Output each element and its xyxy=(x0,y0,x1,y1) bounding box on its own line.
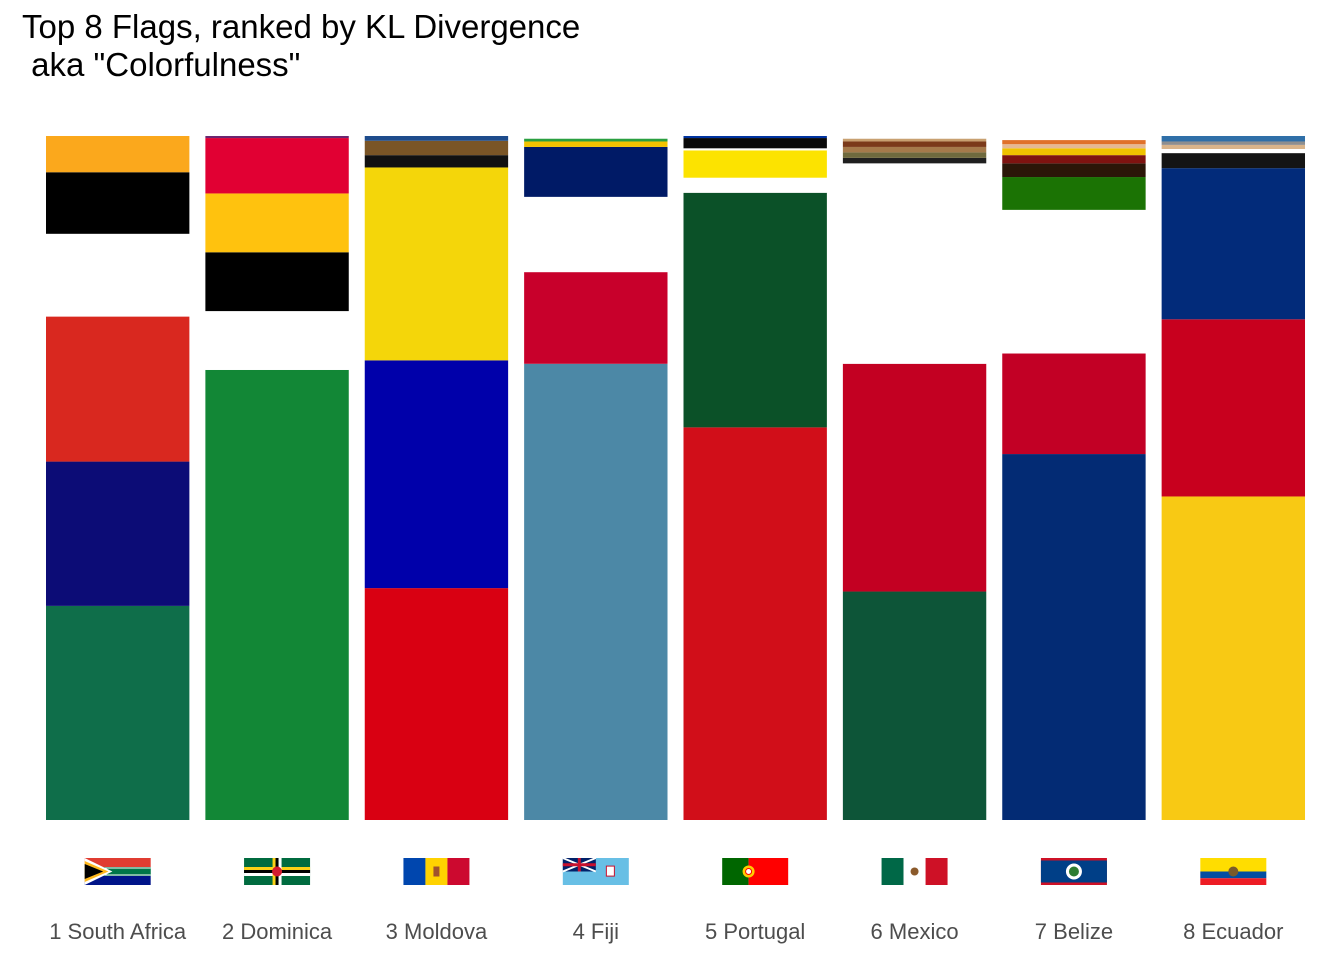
category-label: 7 Belize xyxy=(1035,919,1113,944)
bar-segment xyxy=(46,233,190,317)
flag-ecuador-icon xyxy=(1200,858,1267,885)
bar-segment xyxy=(364,360,509,589)
flag-moldova-icon xyxy=(403,858,470,885)
bar-segment xyxy=(205,369,349,820)
flag-portugal-icon xyxy=(722,858,789,885)
bar-segment xyxy=(46,316,190,462)
category-label: 6 Mexico xyxy=(871,919,959,944)
category-label: 2 Dominica xyxy=(222,919,333,944)
bar-segment xyxy=(842,152,987,158)
bar-segment xyxy=(205,311,349,370)
bar-segment xyxy=(842,163,987,364)
bar-segment xyxy=(364,588,509,820)
bar-segment xyxy=(524,138,668,142)
bar-segment xyxy=(1002,353,1146,455)
bar-segment xyxy=(842,591,987,820)
bar-segment xyxy=(205,193,349,253)
bar-segment xyxy=(524,146,668,197)
bar-segment xyxy=(1161,141,1306,145)
bar-segment xyxy=(524,363,668,820)
category-label: 4 Fiji xyxy=(573,919,619,944)
bar-fiji xyxy=(524,138,668,820)
chart-title: Top 8 Flags, ranked by KL Divergence aka… xyxy=(22,8,580,84)
bar-segment xyxy=(1161,168,1306,320)
bar-segment xyxy=(1161,496,1306,820)
bar-segment xyxy=(364,136,509,141)
bar-segment xyxy=(1161,136,1306,142)
bar-moldova xyxy=(364,136,509,820)
flag-mexico-icon xyxy=(881,858,948,885)
bar-segment xyxy=(46,136,190,173)
bars-layer xyxy=(46,136,1306,820)
bar-segment xyxy=(364,167,509,361)
bar-segment xyxy=(205,138,349,194)
bar-segment xyxy=(842,138,987,142)
category-label: 8 Ecuador xyxy=(1183,919,1283,944)
bar-segment xyxy=(364,155,509,168)
flag-fiji-icon xyxy=(562,857,629,885)
bar-segment xyxy=(1002,155,1146,164)
flags-layer xyxy=(84,857,1267,885)
bar-segment xyxy=(683,427,827,820)
bar-segment xyxy=(46,461,190,606)
bar-belize xyxy=(1002,140,1146,820)
bar-segment xyxy=(683,150,827,178)
bar-segment xyxy=(1002,177,1146,210)
bar-segment xyxy=(842,146,987,153)
chart-title-line2: aka "Colorfulness" xyxy=(22,46,301,83)
bar-segment xyxy=(364,140,509,156)
bar-ecuador xyxy=(1161,136,1306,820)
bar-segment xyxy=(1002,209,1146,354)
bar-segment xyxy=(683,192,827,428)
category-labels: 1 South Africa 2 Dominica 3 Moldova 4 Fiji 5… xyxy=(49,919,1283,944)
bar-segment xyxy=(842,363,987,592)
bar-segment xyxy=(683,148,827,151)
category-label: 5 Portugal xyxy=(705,919,805,944)
bar-segment xyxy=(524,272,668,364)
bar-segment xyxy=(1161,153,1306,169)
bar-segment xyxy=(46,172,190,234)
bar-segment xyxy=(205,252,349,312)
flag-dominica-icon xyxy=(244,858,311,885)
bar-segment xyxy=(1002,144,1146,149)
bar-segment xyxy=(524,141,668,147)
bar-segment xyxy=(1161,149,1306,154)
bar-segment xyxy=(1002,454,1146,820)
bar-dominica xyxy=(205,136,349,820)
bar-segment xyxy=(842,141,987,147)
bar-segment xyxy=(683,177,827,193)
bar-segment xyxy=(1002,163,1146,178)
bar-portugal xyxy=(683,136,827,820)
bar-segment xyxy=(205,136,349,139)
flag-south-africa-icon xyxy=(84,858,151,885)
bar-segment xyxy=(524,196,668,273)
category-label: 1 South Africa xyxy=(49,919,187,944)
bar-segment xyxy=(1161,144,1306,149)
bar-mexico xyxy=(842,138,987,820)
category-label: 3 Moldova xyxy=(386,919,488,944)
bar-segment xyxy=(1002,148,1146,156)
bar-segment xyxy=(46,605,190,820)
flag-belize-icon xyxy=(1040,858,1107,885)
bar-segment xyxy=(683,136,827,139)
bar-south-africa xyxy=(46,136,190,820)
bar-segment xyxy=(1161,319,1306,497)
chart-title-line1: Top 8 Flags, ranked by KL Divergence xyxy=(22,8,581,45)
bar-segment xyxy=(842,157,987,164)
bar-segment xyxy=(683,138,827,149)
bar-segment xyxy=(1002,140,1146,145)
